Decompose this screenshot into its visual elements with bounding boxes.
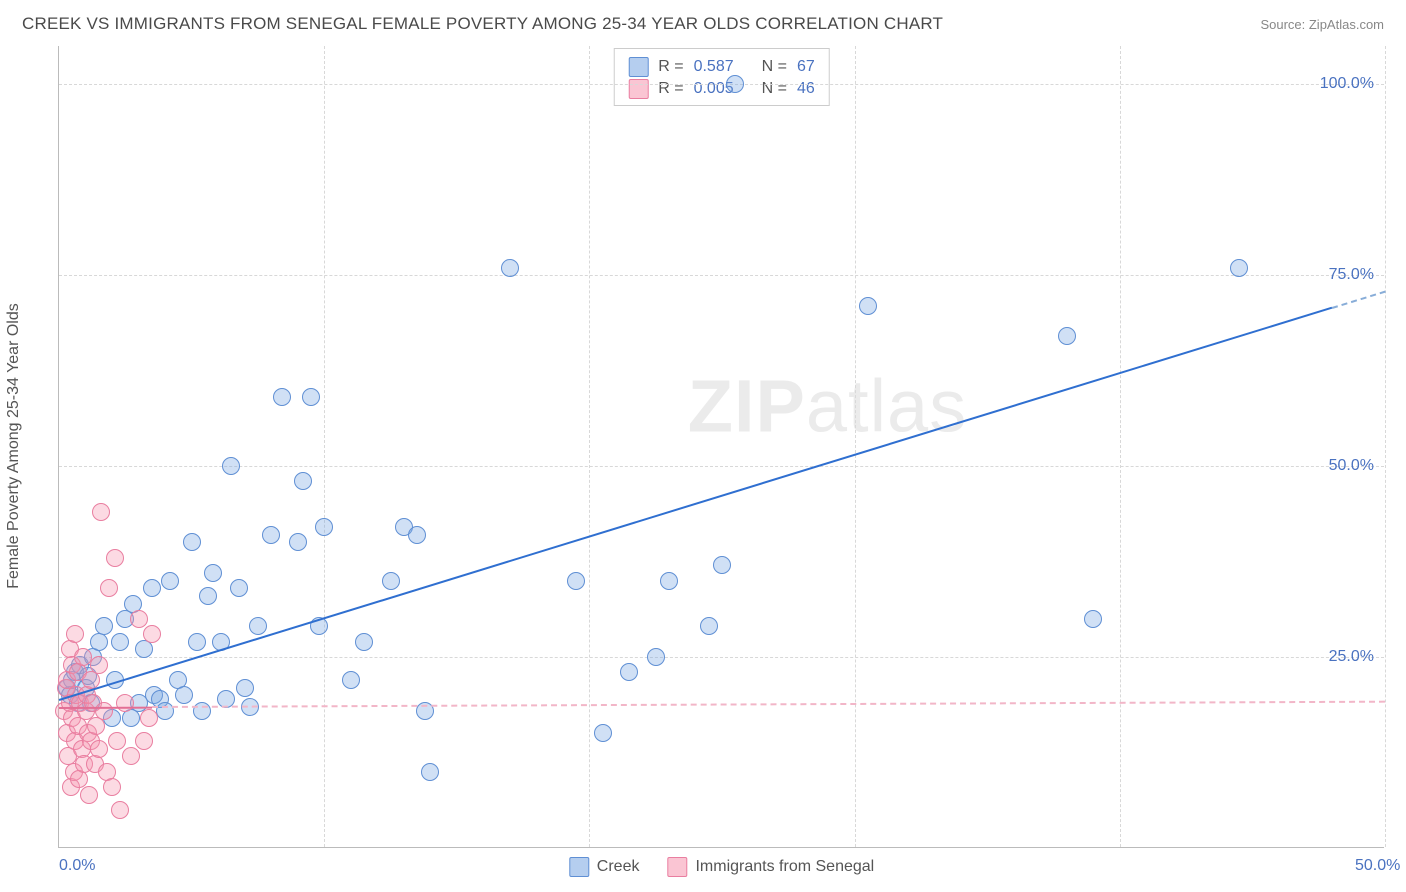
data-point-creek [421, 763, 439, 781]
data-point-creek [660, 572, 678, 590]
data-point-senegal [116, 694, 134, 712]
data-point-creek [594, 724, 612, 742]
gridline-v [1120, 46, 1121, 847]
data-point-creek [230, 579, 248, 597]
data-point-senegal [135, 732, 153, 750]
data-point-creek [1084, 610, 1102, 628]
data-point-creek [408, 526, 426, 544]
gridline-h [59, 84, 1384, 85]
trendline-senegal-dash [152, 701, 1385, 708]
x-tick-label: 50.0% [1355, 857, 1400, 875]
data-point-creek [315, 518, 333, 536]
data-point-creek [236, 679, 254, 697]
gridline-h [59, 275, 1384, 276]
legend-series: Creek Immigrants from Senegal [569, 857, 874, 877]
gridline-h [59, 466, 1384, 467]
gridline-v [324, 46, 325, 847]
data-point-creek [294, 472, 312, 490]
legend-row-senegal: R = 0.005 N = 46 [628, 79, 815, 99]
y-tick-label: 25.0% [1329, 648, 1374, 666]
data-point-creek [620, 663, 638, 681]
data-point-senegal [95, 702, 113, 720]
data-point-creek [95, 617, 113, 635]
scatter-chart: ZIPatlas R = 0.587 N = 67 R = 0.005 N = … [58, 46, 1384, 848]
data-point-creek [382, 572, 400, 590]
data-point-creek [193, 702, 211, 720]
trendline-creek [59, 307, 1333, 701]
data-point-creek [859, 297, 877, 315]
legend-item-senegal: Immigrants from Senegal [667, 857, 874, 877]
data-point-creek [342, 671, 360, 689]
page-title: CREEK VS IMMIGRANTS FROM SENEGAL FEMALE … [22, 14, 943, 34]
data-point-creek [199, 587, 217, 605]
data-point-creek [726, 75, 744, 93]
data-point-creek [156, 702, 174, 720]
data-point-creek [161, 572, 179, 590]
y-axis-title: Female Poverty Among 25-34 Year Olds [5, 303, 23, 589]
data-point-senegal [80, 786, 98, 804]
data-point-senegal [111, 801, 129, 819]
data-point-creek [188, 633, 206, 651]
data-point-creek [289, 533, 307, 551]
source-label: Source: ZipAtlas.com [1260, 17, 1384, 32]
gridline-h [59, 657, 1384, 658]
data-point-creek [90, 633, 108, 651]
data-point-creek [183, 533, 201, 551]
gridline-v [589, 46, 590, 847]
y-tick-label: 100.0% [1320, 75, 1374, 93]
data-point-creek [175, 686, 193, 704]
legend-item-creek: Creek [569, 857, 640, 877]
data-point-senegal [122, 747, 140, 765]
data-point-senegal [140, 709, 158, 727]
x-tick-label: 0.0% [59, 857, 95, 875]
data-point-senegal [90, 656, 108, 674]
data-point-creek [567, 572, 585, 590]
data-point-senegal [90, 740, 108, 758]
gridline-v [855, 46, 856, 847]
y-tick-label: 75.0% [1329, 266, 1374, 284]
data-point-creek [1058, 327, 1076, 345]
data-point-senegal [103, 778, 121, 796]
data-point-senegal [92, 503, 110, 521]
data-point-creek [302, 388, 320, 406]
data-point-creek [713, 556, 731, 574]
data-point-creek [111, 633, 129, 651]
trendline-senegal [59, 706, 152, 708]
legend-row-creek: R = 0.587 N = 67 [628, 57, 815, 77]
data-point-creek [273, 388, 291, 406]
swatch-creek-icon [569, 857, 589, 877]
legend-correlation: R = 0.587 N = 67 R = 0.005 N = 46 [613, 48, 830, 106]
header: CREEK VS IMMIGRANTS FROM SENEGAL FEMALE … [0, 0, 1406, 42]
data-point-creek [647, 648, 665, 666]
data-point-creek [249, 617, 267, 635]
data-point-senegal [108, 732, 126, 750]
data-point-creek [355, 633, 373, 651]
legend-label: Immigrants from Senegal [695, 858, 874, 876]
gridline-v [1385, 46, 1386, 847]
data-point-senegal [106, 549, 124, 567]
watermark: ZIPatlas [688, 364, 967, 449]
data-point-senegal [66, 625, 84, 643]
data-point-senegal [143, 625, 161, 643]
data-point-creek [222, 457, 240, 475]
data-point-creek [700, 617, 718, 635]
data-point-creek [204, 564, 222, 582]
data-point-creek [501, 259, 519, 277]
trendline-creek-dash [1332, 290, 1386, 308]
swatch-creek-icon [628, 57, 648, 77]
data-point-creek [143, 579, 161, 597]
data-point-senegal [100, 579, 118, 597]
data-point-senegal [130, 610, 148, 628]
swatch-senegal-icon [628, 79, 648, 99]
data-point-creek [1230, 259, 1248, 277]
swatch-senegal-icon [667, 857, 687, 877]
y-tick-label: 50.0% [1329, 457, 1374, 475]
legend-label: Creek [597, 858, 640, 876]
data-point-creek [262, 526, 280, 544]
